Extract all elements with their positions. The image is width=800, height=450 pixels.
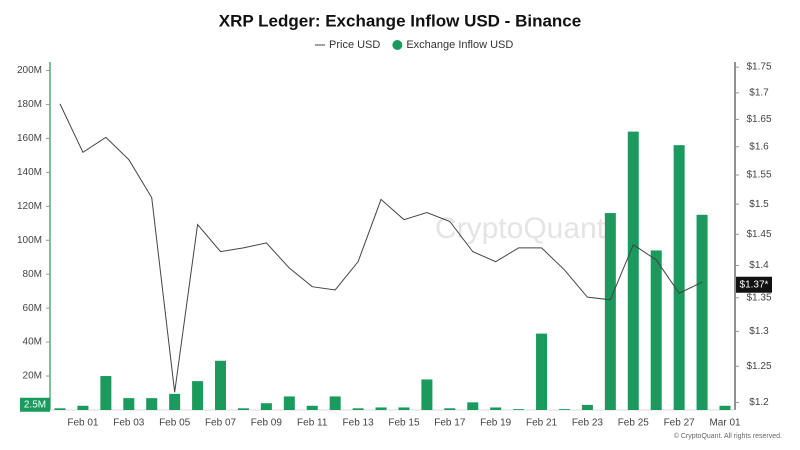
bar — [398, 407, 410, 410]
y2-tick-label: $1.3 — [749, 326, 769, 337]
bar — [215, 360, 227, 410]
chart-title: XRP Ledger: Exchange Inflow USD - Binanc… — [219, 11, 581, 30]
x-tick-label: Feb 13 — [343, 418, 375, 429]
bar — [467, 402, 479, 410]
y-tick-label: 20M — [23, 371, 42, 382]
y-tick-label: 60M — [23, 303, 42, 314]
bar — [421, 379, 433, 410]
y2-tick-label: $1.5 — [749, 199, 769, 210]
bar — [490, 407, 502, 410]
x-tick-label: Feb 17 — [434, 418, 466, 429]
bar — [627, 131, 639, 410]
current-y-badge — [20, 397, 50, 412]
current-y2-label: $1.37* — [740, 279, 769, 290]
y-tick-label: 40M — [23, 337, 42, 348]
y2-tick-label: $1.65 — [746, 114, 771, 125]
x-tick-label: Feb 15 — [388, 418, 420, 429]
x-tick-label: Feb 27 — [664, 418, 696, 429]
y-tick-label: 180M — [17, 99, 42, 110]
y2-tick-label: $1.2 — [749, 397, 769, 408]
bar — [513, 409, 525, 410]
bar — [352, 408, 364, 410]
bar — [192, 381, 204, 410]
x-tick-label: Feb 01 — [67, 418, 99, 429]
bar — [100, 376, 112, 410]
current-y-label: 2.5M — [24, 399, 46, 410]
bar — [306, 405, 318, 410]
x-tick-label: Feb 07 — [205, 418, 237, 429]
y-tick-label: 140M — [17, 167, 42, 178]
bar — [604, 213, 616, 410]
legend-swatch — [392, 40, 403, 50]
bar — [650, 250, 662, 410]
y-tick-label: 120M — [17, 201, 42, 212]
bar — [169, 393, 181, 410]
bar — [673, 145, 685, 410]
bar — [77, 405, 89, 410]
bar — [558, 409, 570, 410]
bar — [146, 398, 158, 410]
watermark: CryptoQuant — [435, 212, 606, 245]
bar — [329, 396, 341, 410]
legend-label: Price USD — [329, 39, 380, 51]
y2-tick-label: $1.55 — [746, 170, 771, 181]
x-tick-label: Feb 05 — [159, 418, 191, 429]
y-tick-label: 160M — [17, 133, 42, 144]
legend-label: Exchange Inflow USD — [406, 39, 513, 51]
y-tick-label: 100M — [17, 235, 42, 246]
copyright: © CryptoQuant. All rights reserved. — [674, 432, 782, 440]
y2-tick-label: $1.75 — [746, 62, 771, 73]
y2-tick-label: $1.4 — [749, 260, 769, 271]
x-tick-label: Feb 25 — [618, 418, 650, 429]
bar — [237, 408, 249, 410]
bar — [536, 333, 548, 410]
bar — [54, 408, 66, 410]
y-tick-label: 80M — [23, 269, 42, 280]
y2-tick-label: $1.45 — [746, 229, 771, 240]
price-line — [59, 103, 703, 393]
bar — [375, 407, 387, 410]
bar — [444, 408, 456, 410]
bar — [719, 405, 731, 410]
y2-tick-label: $1.7 — [749, 87, 769, 98]
y2-tick-label: $1.6 — [749, 141, 769, 152]
y2-tick-label: $1.25 — [746, 361, 771, 372]
y2-tick-label: $1.35 — [746, 292, 771, 303]
bar — [696, 214, 708, 410]
x-tick-label: Mar 01 — [709, 418, 741, 429]
x-tick-label: Feb 19 — [480, 418, 512, 429]
bar — [283, 396, 295, 410]
bar — [123, 398, 135, 410]
x-tick-label: Feb 23 — [572, 418, 604, 429]
bar — [581, 404, 593, 410]
x-tick-label: Feb 11 — [297, 418, 328, 429]
x-tick-label: Feb 03 — [113, 418, 145, 429]
x-tick-label: Feb 09 — [251, 418, 283, 429]
y-tick-label: 200M — [17, 65, 42, 76]
x-tick-label: Feb 21 — [526, 418, 558, 429]
bar — [260, 403, 272, 410]
current-y2-badge — [736, 276, 772, 293]
